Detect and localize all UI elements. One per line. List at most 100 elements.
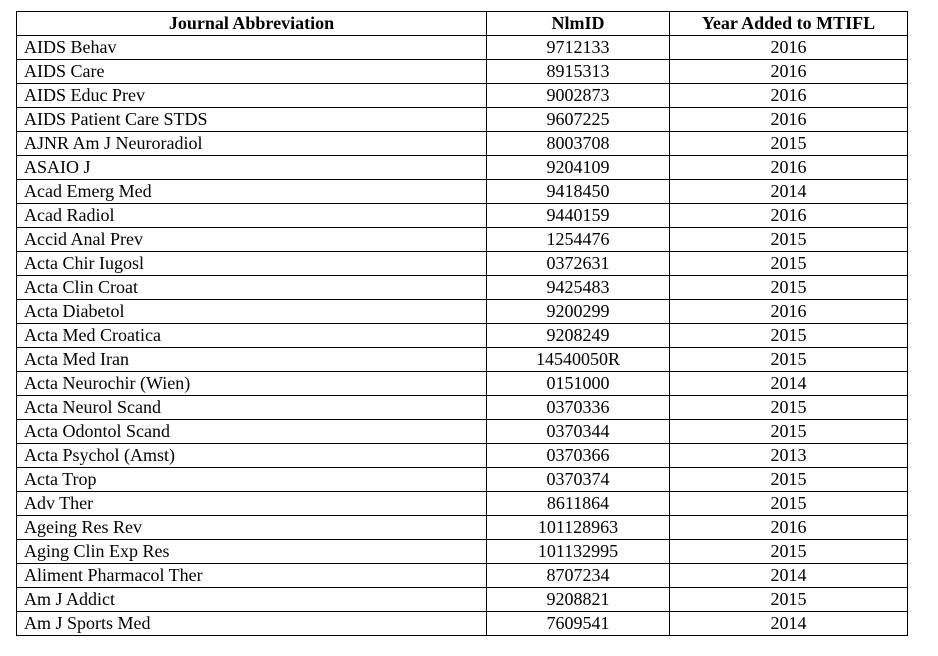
journal-abbreviation-cell: AIDS Care bbox=[16, 59, 487, 84]
year-added-cell: 2016 bbox=[669, 155, 908, 180]
year-added-cell: 2015 bbox=[669, 467, 908, 492]
journal-abbreviation-cell: ASAIO J bbox=[16, 155, 487, 180]
nlmid-cell: 9200299 bbox=[486, 299, 670, 324]
nlmid-cell: 0370344 bbox=[486, 419, 670, 444]
year-added-cell: 2014 bbox=[669, 563, 908, 588]
nlmid-cell: 9418450 bbox=[486, 179, 670, 204]
journal-abbreviation-cell: Aliment Pharmacol Ther bbox=[16, 563, 487, 588]
table-row: Acta Med Croatica 9208249 2015 bbox=[16, 323, 908, 348]
table-row: Acad Emerg Med 9418450 2014 bbox=[16, 179, 908, 204]
nlmid-cell: 8915313 bbox=[486, 59, 670, 84]
nlmid-cell: 14540050R bbox=[486, 347, 670, 372]
table-row: Acad Radiol 9440159 2016 bbox=[16, 203, 908, 228]
year-added-cell: 2015 bbox=[669, 323, 908, 348]
year-added-cell: 2016 bbox=[669, 83, 908, 108]
nlmid-cell: 9425483 bbox=[486, 275, 670, 300]
journal-abbreviation-cell: Acta Med Croatica bbox=[16, 323, 487, 348]
table-row: AIDS Behav 9712133 2016 bbox=[16, 35, 908, 60]
header-row: Journal Abbreviation NlmID Year Added to… bbox=[16, 11, 908, 36]
table-row: Accid Anal Prev 1254476 2015 bbox=[16, 227, 908, 252]
year-added-cell: 2016 bbox=[669, 203, 908, 228]
year-added-cell: 2014 bbox=[669, 179, 908, 204]
year-added-cell: 2016 bbox=[669, 59, 908, 84]
year-added-cell: 2016 bbox=[669, 35, 908, 60]
table-row: Acta Chir Iugosl 0372631 2015 bbox=[16, 251, 908, 276]
year-added-cell: 2015 bbox=[669, 131, 908, 156]
nlmid-cell: 1254476 bbox=[486, 227, 670, 252]
table-row: AIDS Educ Prev 9002873 2016 bbox=[16, 83, 908, 108]
nlmid-cell: 8611864 bbox=[486, 491, 670, 516]
year-added-cell: 2015 bbox=[669, 491, 908, 516]
journal-abbreviation-cell: Am J Addict bbox=[16, 587, 487, 612]
journal-abbreviation-cell: Adv Ther bbox=[16, 491, 487, 516]
table-row: Am J Sports Med 7609541 2014 bbox=[16, 611, 908, 636]
nlmid-cell: 9607225 bbox=[486, 107, 670, 132]
journal-abbreviation-cell: Ageing Res Rev bbox=[16, 515, 487, 540]
year-added-cell: 2014 bbox=[669, 371, 908, 396]
table-row: Acta Neurochir (Wien) 0151000 2014 bbox=[16, 371, 908, 396]
nlmid-cell: 0151000 bbox=[486, 371, 670, 396]
journal-abbreviation-cell: AIDS Patient Care STDS bbox=[16, 107, 487, 132]
table-row: Ageing Res Rev 101128963 2016 bbox=[16, 515, 908, 540]
year-added-cell: 2015 bbox=[669, 347, 908, 372]
year-added-cell: 2016 bbox=[669, 515, 908, 540]
nlmid-cell: 9208249 bbox=[486, 323, 670, 348]
nlmid-cell: 9440159 bbox=[486, 203, 670, 228]
journal-abbreviation-cell: Acta Chir Iugosl bbox=[16, 251, 487, 276]
journal-abbreviation-cell: AJNR Am J Neuroradiol bbox=[16, 131, 487, 156]
table-row: Aliment Pharmacol Ther 8707234 2014 bbox=[16, 563, 908, 588]
journal-abbreviation-cell: Acta Med Iran bbox=[16, 347, 487, 372]
nlmid-cell: 8707234 bbox=[486, 563, 670, 588]
table-row: AIDS Patient Care STDS 9607225 2016 bbox=[16, 107, 908, 132]
year-added-cell: 2015 bbox=[669, 227, 908, 252]
journal-abbreviation-cell: Acta Diabetol bbox=[16, 299, 487, 324]
table-row: Aging Clin Exp Res 101132995 2015 bbox=[16, 539, 908, 564]
journal-abbreviation-cell: Acta Clin Croat bbox=[16, 275, 487, 300]
year-added-cell: 2015 bbox=[669, 539, 908, 564]
year-added-cell: 2013 bbox=[669, 443, 908, 468]
table-row: Acta Neurol Scand 0370336 2015 bbox=[16, 395, 908, 420]
nlmid-cell: 0372631 bbox=[486, 251, 670, 276]
journal-abbreviation-cell: AIDS Educ Prev bbox=[16, 83, 487, 108]
journal-abbreviation-cell: Acta Trop bbox=[16, 467, 487, 492]
year-added-cell: 2015 bbox=[669, 251, 908, 276]
year-added-cell: 2015 bbox=[669, 275, 908, 300]
journal-abbreviation-cell: Acad Radiol bbox=[16, 203, 487, 228]
journal-abbreviation-cell: Accid Anal Prev bbox=[16, 227, 487, 252]
journal-abbreviation-cell: Acta Neurol Scand bbox=[16, 395, 487, 420]
nlmid-cell: 0370366 bbox=[486, 443, 670, 468]
year-added-cell: 2015 bbox=[669, 419, 908, 444]
table-row: Acta Odontol Scand 0370344 2015 bbox=[16, 419, 908, 444]
nlmid-cell: 8003708 bbox=[486, 131, 670, 156]
journal-abbreviation-cell: Acta Psychol (Amst) bbox=[16, 443, 487, 468]
table-row: Adv Ther 8611864 2015 bbox=[16, 491, 908, 516]
header-journal-abbreviation: Journal Abbreviation bbox=[16, 11, 487, 36]
table-header: Journal Abbreviation NlmID Year Added to… bbox=[16, 11, 908, 36]
nlmid-cell: 101132995 bbox=[486, 539, 670, 564]
nlmid-cell: 9712133 bbox=[486, 35, 670, 60]
journal-abbreviation-cell: Am J Sports Med bbox=[16, 611, 487, 636]
journal-abbreviation-cell: Acad Emerg Med bbox=[16, 179, 487, 204]
nlmid-cell: 7609541 bbox=[486, 611, 670, 636]
journal-table: Journal Abbreviation NlmID Year Added to… bbox=[16, 11, 908, 636]
year-added-cell: 2015 bbox=[669, 587, 908, 612]
table-row: AJNR Am J Neuroradiol 8003708 2015 bbox=[16, 131, 908, 156]
table-row: Am J Addict 9208821 2015 bbox=[16, 587, 908, 612]
table-row: Acta Trop 0370374 2015 bbox=[16, 467, 908, 492]
table-row: Acta Clin Croat 9425483 2015 bbox=[16, 275, 908, 300]
journal-abbreviation-cell: Acta Odontol Scand bbox=[16, 419, 487, 444]
nlmid-cell: 101128963 bbox=[486, 515, 670, 540]
year-added-cell: 2016 bbox=[669, 107, 908, 132]
header-year-added: Year Added to MTIFL bbox=[669, 11, 908, 36]
table-row: Acta Psychol (Amst) 0370366 2013 bbox=[16, 443, 908, 468]
table-row: AIDS Care 8915313 2016 bbox=[16, 59, 908, 84]
nlmid-cell: 0370374 bbox=[486, 467, 670, 492]
year-added-cell: 2014 bbox=[669, 611, 908, 636]
table-row: Acta Med Iran 14540050R 2015 bbox=[16, 347, 908, 372]
table-row: ASAIO J 9204109 2016 bbox=[16, 155, 908, 180]
nlmid-cell: 0370336 bbox=[486, 395, 670, 420]
journal-abbreviation-cell: Acta Neurochir (Wien) bbox=[16, 371, 487, 396]
nlmid-cell: 9204109 bbox=[486, 155, 670, 180]
table-row: Acta Diabetol 9200299 2016 bbox=[16, 299, 908, 324]
year-added-cell: 2015 bbox=[669, 395, 908, 420]
